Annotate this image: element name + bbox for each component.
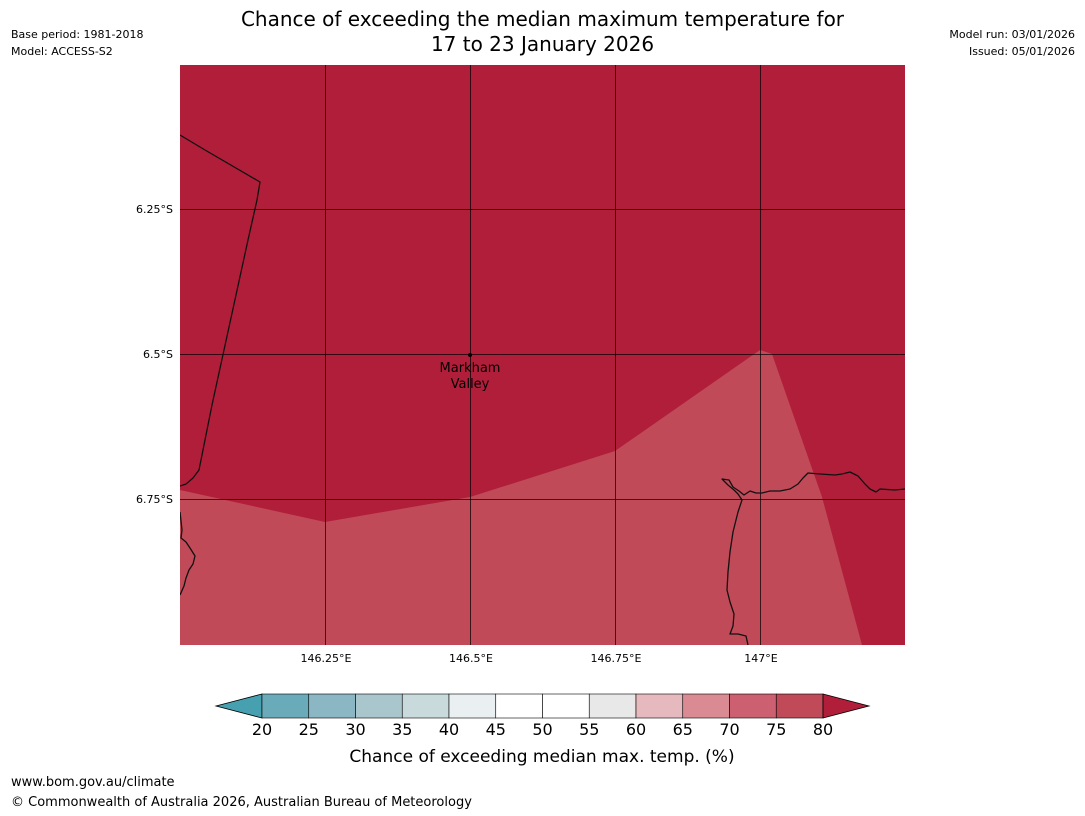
colorbar-segment [682,693,730,719]
colorbar-segment [588,693,637,719]
colorbar-segment [355,693,403,719]
coastline-east [721,471,905,645]
colorbar-tick-label: 50 [532,720,552,739]
colorbar-segment [495,693,543,719]
colorbar-tick-label: 20 [252,720,272,739]
footer-copyright: © Commonwealth of Australia 2026, Austra… [11,795,472,810]
model-run-label: Model run: 03/01/2026 [949,28,1075,41]
colorbar-tick-label: 40 [439,720,459,739]
colorbar-tick-label: 75 [766,720,786,739]
longitude-labels: 146.25°E 146.5°E 146.75°E 147°E [301,652,778,665]
colorbar-title: Chance of exceeding median max. temp. (%… [349,747,734,767]
colorbar-tick-label: 45 [486,720,506,739]
colorbar-tick-label: 65 [673,720,693,739]
model-label: Model: ACCESS-S2 [11,45,113,58]
colorbar-segment [729,693,777,719]
colorbar-below-20-arrow [214,693,263,719]
town-marker [468,353,472,357]
town-label-line-2: Valley [451,377,490,392]
colorbar-segment [261,693,310,719]
header-right-info: Model run: 03/01/2026 Issued: 05/01/2026 [949,26,1075,60]
colorbar-tick-label: 35 [392,720,412,739]
colorbar: 20 25 30 35 40 45 50 55 60 65 70 75 80 Chance of exc… [214,693,871,767]
boundaries [180,134,905,645]
map-title: Chance of exceeding the median maximum t… [200,7,885,57]
title-line-1: Chance of exceeding the median maximum t… [240,7,845,31]
colorbar-segment [308,693,356,719]
header-left-info: Base period: 1981-2018 Model: ACCESS-S2 [11,26,143,60]
colorbar-segment [448,693,497,719]
colorbar-tick-label: 25 [299,720,319,739]
colorbar-tick-label: 80 [813,720,833,739]
map-panel [180,65,905,645]
lat-label-6-5: 6.5°S [143,348,173,361]
colorbar-tick-labels: 20 25 30 35 40 45 50 55 60 65 70 75 80 [252,720,833,739]
title-line-2: 17 to 23 January 2026 [430,32,655,56]
colorbar-above-80-arrow [822,693,871,719]
footer-url: www.bom.gov.au/climate [11,775,175,790]
colorbar-tick-label: 30 [345,720,365,739]
lat-label-6-25: 6.25°S [136,203,173,216]
probability-region-75-80 [180,350,862,645]
coastline-southwest [180,511,196,596]
lon-label-146-75: 146.75°E [591,652,642,665]
colorbar-tick-label: 70 [719,720,739,739]
base-period-label: Base period: 1981-2018 [11,28,144,41]
colorbar-segment [775,693,824,719]
colorbar-tick-label: 55 [579,720,599,739]
lon-label-146-5: 146.5°E [449,652,493,665]
graticule [180,65,905,645]
issued-label: Issued: 05/01/2026 [968,45,1075,58]
colorbar-segment [635,693,684,719]
border-line-west [180,134,261,487]
colorbar-segments [261,693,824,719]
latitude-labels: 6.25°S 6.5°S 6.75°S [136,203,173,506]
lon-label-146-25: 146.25°E [301,652,352,665]
lon-label-147: 147°E [744,652,777,665]
colorbar-segment [542,693,590,719]
lat-label-6-75: 6.75°S [136,493,173,506]
colorbar-tick-label: 60 [626,720,646,739]
town-label-line-1: Markham [440,361,501,376]
colorbar-segment [401,693,450,719]
